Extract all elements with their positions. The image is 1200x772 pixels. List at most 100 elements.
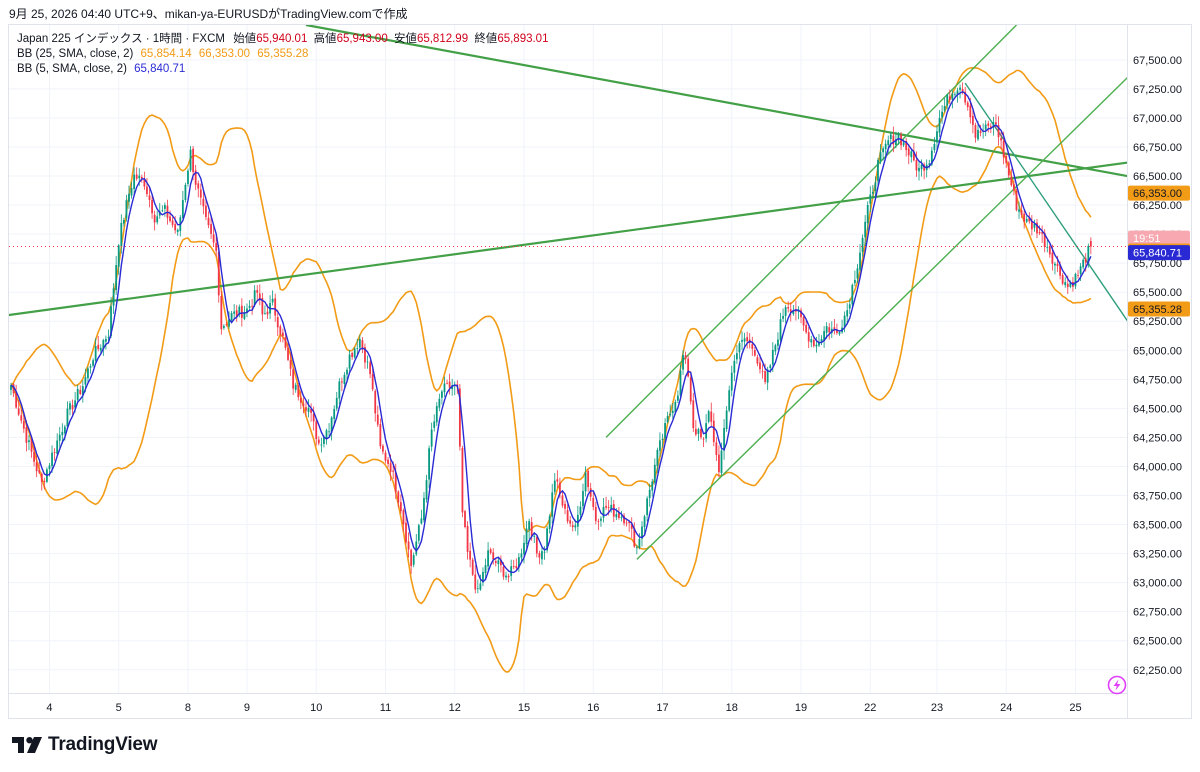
candle-body [153, 214, 156, 223]
candle-body [838, 332, 841, 335]
candle-body [774, 345, 777, 352]
candle-body [140, 176, 143, 179]
candle-body [56, 440, 59, 454]
time-axis[interactable] [9, 693, 1127, 719]
candle-body [861, 237, 864, 252]
candle-body [687, 358, 690, 377]
time-tick-label: 18 [726, 702, 738, 714]
candle-body [559, 482, 561, 495]
candle-body [1038, 232, 1041, 234]
trendlines[interactable] [9, 25, 1141, 560]
candle-body [556, 479, 559, 482]
candle-body [851, 284, 854, 305]
candle-body [992, 122, 995, 128]
candle-body [1089, 241, 1092, 247]
price-tag: 65,355.28 [1128, 301, 1190, 317]
candle-body [728, 390, 731, 411]
candle-body [892, 135, 895, 145]
candle-body [551, 492, 554, 517]
candle-body [405, 522, 407, 543]
candle-body [289, 360, 292, 369]
candle-body [412, 555, 415, 565]
candle-body [777, 339, 779, 346]
candle-body [84, 377, 87, 385]
candle-body [918, 167, 920, 172]
candle-body [471, 559, 474, 575]
candle-body [22, 421, 25, 429]
candle-body [25, 427, 28, 443]
candle-body [771, 349, 774, 365]
candle-body [735, 353, 738, 360]
time-tick-label: 15 [518, 702, 530, 714]
price-tick-label: 66,250.00 [1133, 200, 1182, 212]
trendline[interactable] [605, 25, 1017, 438]
candle-body [251, 305, 254, 307]
candle-body [964, 91, 967, 103]
candle-body [287, 347, 289, 360]
candle-body [210, 224, 212, 234]
price-tick-label: 62,250.00 [1133, 665, 1182, 677]
trendline[interactable] [636, 65, 1141, 560]
candle-body [274, 298, 277, 316]
candle-body [659, 440, 661, 451]
candle-body [661, 438, 664, 440]
candle-body [1023, 213, 1026, 222]
trendline[interactable] [305, 25, 1140, 180]
candle-body [176, 229, 179, 232]
candle-body [769, 365, 772, 368]
candle-body [102, 340, 105, 350]
price-axis[interactable] [1127, 25, 1192, 719]
candle-body [43, 480, 46, 483]
candle-body [335, 397, 338, 409]
tradingview-logo-icon [12, 737, 42, 753]
candle-body [61, 431, 64, 436]
candle-body [240, 305, 243, 318]
time-tick-label: 16 [587, 702, 599, 714]
candle-body [99, 347, 102, 351]
price-chart[interactable]: 67,500.00 67,250.00 67,000.00 66,750.00 66,5… [9, 25, 1192, 719]
tradingview-brand[interactable]: TradingView [12, 734, 158, 756]
candle-body [954, 94, 956, 96]
price-tag-label: 65,840.71 [1133, 248, 1182, 260]
candle-body [984, 124, 987, 130]
candle-body [715, 442, 718, 456]
candle-body [887, 140, 890, 146]
candle-body [910, 151, 913, 158]
candle-body [1046, 247, 1049, 248]
candle-body [751, 344, 754, 349]
candle-body [607, 507, 610, 508]
candle-body [279, 326, 282, 335]
candle-body [135, 174, 138, 179]
candle-body [1013, 184, 1015, 191]
time-tick-label: 22 [864, 702, 876, 714]
candle-body [197, 183, 200, 189]
candle-body [394, 472, 397, 493]
candle-body [874, 182, 877, 192]
candle-body [312, 413, 315, 422]
candle-body [743, 338, 746, 342]
candle-body [1061, 275, 1064, 284]
candle-body [517, 557, 520, 568]
bb25-bands [10, 66, 1092, 673]
candle-body [51, 452, 53, 467]
candle-body [1066, 283, 1069, 288]
candle-body [446, 382, 448, 384]
candle-body [615, 514, 618, 518]
candle-body [199, 189, 202, 198]
candle-body [528, 521, 531, 530]
lightning-icon[interactable] [1107, 675, 1127, 695]
price-tag-bg [1128, 230, 1190, 246]
chart-area[interactable]: 67,500.00 67,250.00 67,000.00 66,750.00 66,5… [8, 24, 1192, 719]
candle-body [800, 310, 802, 318]
candle-body [328, 431, 330, 433]
candle-body [630, 524, 633, 529]
candle-body [702, 438, 705, 440]
candle-body [538, 553, 541, 558]
candle-body [28, 440, 30, 443]
candle-body [384, 452, 387, 461]
candle-body [325, 430, 328, 439]
candle-body [256, 290, 259, 293]
price-tick-label: 63,500.00 [1133, 520, 1182, 532]
trendline[interactable] [9, 159, 1140, 317]
candle-body [612, 504, 615, 517]
